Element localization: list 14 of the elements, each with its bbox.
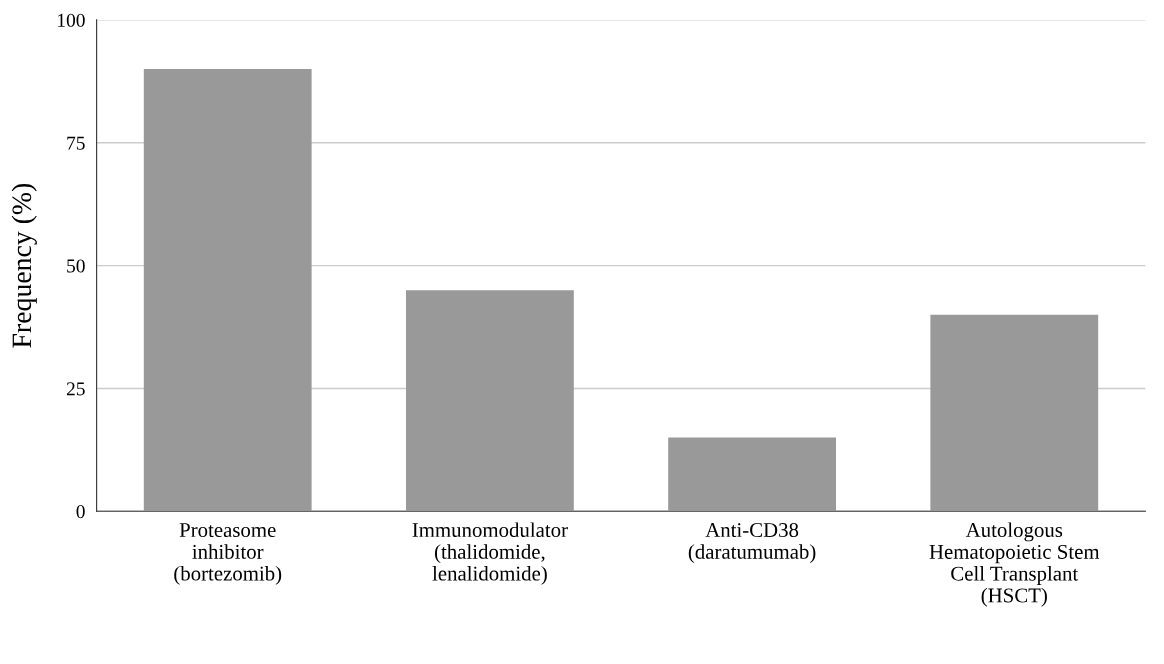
x-tick-label: Anti-CD38 (daratumumab) [688,522,816,564]
y-tick-label: 25 [66,382,85,396]
x-tick-label: Autologous Hematopoietic Stem Cell Transplant (HSCT) [929,522,1100,607]
bar [406,290,574,512]
bar [143,69,312,512]
y-tick-label: 75 [67,136,85,150]
y-axis-title: Frequency (%) [11,183,37,348]
y-tick-label: 100 [58,13,85,27]
y-tick-label: 50 [67,259,85,273]
x-tick-label: Immunomodulator (thalidomide, lenalidomide) [412,522,568,585]
x-tick-label: Proteasome inhibitor (bortezomib) [174,523,282,585]
bar [668,437,836,512]
y-tick-label: 0 [76,505,85,519]
bar [930,314,1099,512]
